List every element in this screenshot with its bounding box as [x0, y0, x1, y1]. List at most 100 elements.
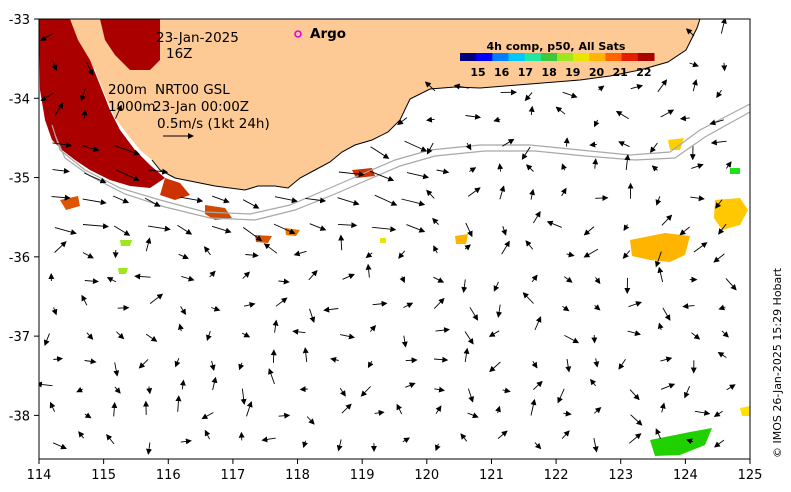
legend-swatch: [589, 53, 606, 61]
current-arrow-icon: [686, 438, 694, 445]
current-arrow-icon: [660, 383, 676, 390]
current-arrow-icon: [595, 195, 609, 202]
current-arrow-icon: [432, 217, 439, 226]
current-arrow-icon: [522, 292, 534, 304]
current-arrow-icon: [720, 19, 727, 34]
current-arrow-icon: [84, 358, 97, 365]
current-arrow-icon: [561, 163, 567, 171]
current-arrow-icon: [562, 305, 570, 312]
current-arrow-icon: [497, 163, 504, 172]
x-axis: 114 115 116 117 118 119 120 121 122 123 124 125: [27, 459, 762, 483]
x-tick-label: 115: [91, 468, 116, 483]
current-arrow-icon: [583, 248, 599, 258]
current-arrow-icon: [341, 403, 352, 414]
current-arrow-icon: [401, 198, 426, 207]
legend-swatch: [460, 53, 477, 61]
current-arrow-icon: [112, 195, 130, 204]
current-arrow-icon: [138, 359, 149, 369]
current-arrow-icon: [86, 62, 94, 76]
current-arrow-icon: [323, 306, 339, 313]
current-arrow-icon: [299, 386, 308, 393]
current-arrow-icon: [374, 194, 398, 206]
x-tick-label: 122: [544, 468, 569, 483]
current-arrow-icon: [501, 226, 507, 236]
current-arrow-icon: [717, 351, 727, 358]
current-arrow-icon: [469, 307, 479, 321]
current-arrow-icon: [426, 189, 435, 199]
current-arrow-icon: [467, 388, 474, 403]
current-arrow-icon: [275, 297, 288, 307]
current-arrow-icon: [174, 358, 181, 368]
current-arrow-icon: [618, 141, 630, 148]
current-arrow-icon: [80, 88, 86, 102]
current-arrow-icon: [564, 276, 573, 283]
x-tick-label: 121: [479, 468, 504, 483]
current-arrow-icon: [709, 119, 724, 126]
current-arrow-icon: [114, 145, 141, 156]
current-arrow-icon: [528, 105, 535, 116]
current-arrow-icon: [360, 386, 371, 397]
current-arrow-icon: [148, 225, 171, 232]
legend-swatch: [573, 53, 590, 61]
current-arrow-icon: [52, 442, 67, 450]
current-arrow-icon: [40, 33, 54, 41]
current-arrow-icon: [525, 164, 534, 172]
current-arrow-icon: [433, 245, 439, 254]
current-arrow-icon: [562, 91, 578, 99]
current-arrow-icon: [532, 380, 543, 391]
current-arrow-icon: [146, 386, 153, 395]
y-tick-label: -38: [9, 409, 30, 424]
current-vectors: [39, 19, 737, 455]
current-arrow-icon: [467, 187, 481, 197]
current-arrow-icon: [465, 113, 481, 120]
legend-tick-label: 15: [470, 66, 485, 79]
current-arrow-icon: [691, 79, 698, 92]
current-arrow-icon: [453, 83, 469, 90]
current-arrow-icon: [54, 241, 67, 253]
current-arrow-icon: [86, 332, 94, 340]
current-arrow-icon: [589, 141, 597, 148]
current-arrow-icon: [657, 79, 668, 93]
current-arrow-icon: [369, 325, 377, 332]
x-tick-label: 116: [156, 468, 181, 483]
legend-swatch: [540, 53, 558, 61]
current-arrow-icon: [114, 104, 122, 119]
current-arrow-icon: [51, 194, 71, 201]
current-arrow-icon: [426, 116, 435, 123]
current-arrow-icon: [268, 368, 275, 385]
current-arrow-icon: [435, 327, 450, 334]
current-arrow-icon: [694, 409, 711, 416]
current-arrow-icon: [693, 242, 708, 253]
current-arrow-icon: [263, 243, 278, 254]
current-arrow-icon: [274, 196, 298, 204]
current-arrow-icon: [53, 356, 63, 363]
legend-swatch: [605, 53, 623, 61]
current-arrow-icon: [242, 199, 260, 209]
current-arrow-icon: [721, 330, 729, 338]
current-arrow-icon: [461, 279, 468, 293]
current-arrow-icon: [594, 407, 602, 414]
current-arrow-icon: [365, 252, 373, 259]
current-arrow-icon: [113, 225, 131, 236]
current-arrow-icon: [715, 199, 723, 209]
current-arrow-icon: [204, 429, 211, 440]
current-arrow-icon: [615, 110, 629, 120]
current-arrow-icon: [657, 266, 664, 283]
current-arrow-icon: [78, 431, 85, 439]
current-arrow-icon: [144, 197, 161, 207]
current-arrow-icon: [713, 253, 725, 263]
current-arrow-icon: [177, 323, 184, 332]
legend-swatch: [557, 53, 574, 61]
current-arrow-icon: [399, 276, 406, 284]
current-arrow-icon: [713, 439, 725, 448]
current-arrow-icon: [211, 305, 221, 312]
current-arrow-icon: [365, 263, 372, 278]
current-arrow-icon: [718, 304, 726, 311]
current-arrow-icon: [534, 442, 542, 450]
current-arrow-icon: [525, 240, 534, 250]
legend-tick-label: 19: [565, 66, 580, 79]
current-arrow-icon: [238, 362, 245, 371]
current-arrow-icon: [175, 395, 182, 412]
current-arrow-icon: [179, 379, 186, 390]
current-arrow-icon: [691, 163, 704, 170]
